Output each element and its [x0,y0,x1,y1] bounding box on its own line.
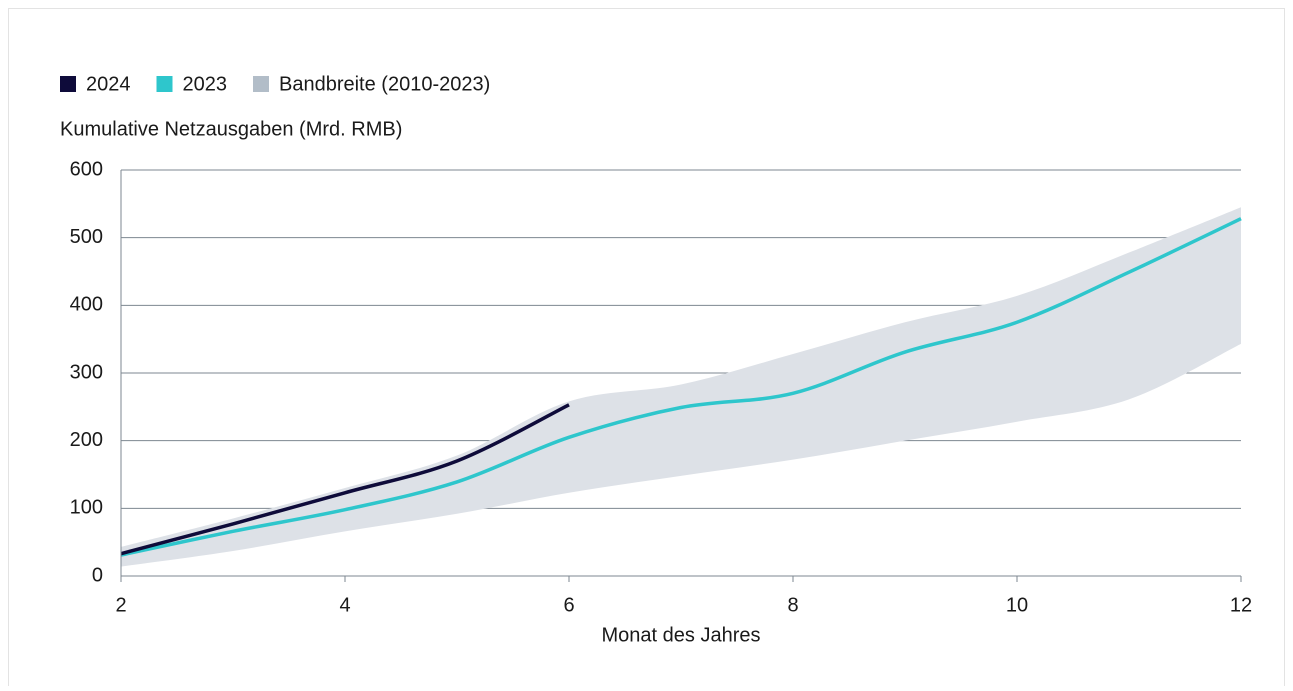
x-tick-label: 10 [1006,594,1028,616]
legend-swatch [156,76,173,92]
legend-label: Bandbreite (2010-2023) [279,73,490,95]
y-tick-label: 200 [70,429,103,451]
x-axis-title: Monat des Jahres [602,624,761,646]
x-tick-label: 4 [339,594,350,616]
legend-label: 2023 [183,73,228,95]
series-line [120,217,1242,557]
y-tick-label: 400 [70,294,103,316]
y-tick-label: 100 [70,497,103,519]
x-tick-label: 6 [563,594,574,616]
legend-label: 2024 [86,73,131,95]
series-line [120,403,570,556]
y-tick-label: 600 [70,158,103,180]
y-tick-label: 500 [70,226,103,248]
y-tick-label: 300 [70,361,103,383]
x-tick-label: 12 [1230,594,1252,616]
band-area [121,207,1241,567]
legend-swatch [60,76,76,92]
legend: 2024 2023 Bandbreite (2010-2023) [60,73,490,95]
x-tick-label: 8 [787,594,798,616]
y-tick-label: 0 [92,564,103,586]
y-axis-title: Kumulative Netzausgaben (Mrd. RMB) [60,118,402,140]
x-tick-label: 2 [115,594,126,616]
legend-swatch [253,76,269,92]
